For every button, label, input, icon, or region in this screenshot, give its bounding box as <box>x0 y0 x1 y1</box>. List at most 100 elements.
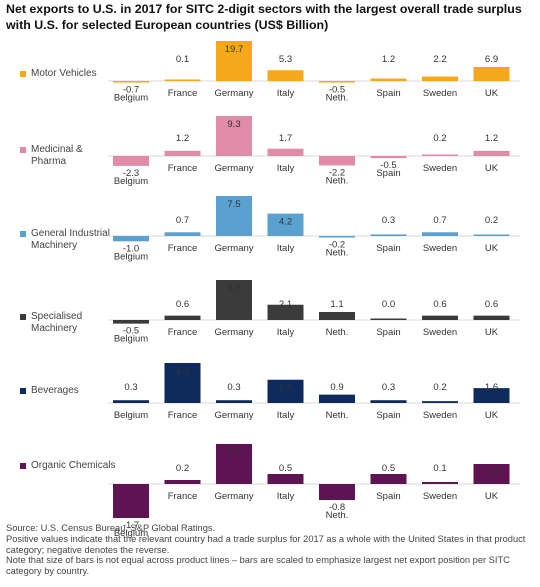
bar-uk <box>473 150 510 156</box>
category-label: Neth. <box>326 510 349 521</box>
bar-spain <box>370 474 407 484</box>
footer-note-sign: Positive values indicate that the releva… <box>6 533 526 555</box>
category-label: Italy <box>277 163 295 174</box>
bar-france <box>164 480 201 484</box>
value-label: 4.3 <box>176 366 189 377</box>
category-label: Spain <box>376 168 400 179</box>
category-label: Germany <box>214 327 253 338</box>
bar-sweden <box>422 401 458 403</box>
value-label: -0.5 <box>329 85 345 96</box>
bar-germany <box>216 116 252 156</box>
category-label: France <box>168 491 198 502</box>
category-label: Neth. <box>326 93 349 104</box>
bar-sweden <box>422 154 458 156</box>
value-label: 2.1 <box>279 299 292 310</box>
legend-label: General Industrial Machinery <box>31 228 110 251</box>
value-label: -1.7 <box>123 520 139 531</box>
bar-belgium <box>113 320 149 324</box>
value-label: 1.0 <box>485 467 498 478</box>
value-label: 2.5 <box>279 383 292 394</box>
bar-italy <box>267 304 304 320</box>
panel-motor-vehicles: Motor Vehicles -0.7 Belgium 0.1 France 19.7 Ge… <box>0 36 540 116</box>
legend-label: Specialised Machinery <box>31 311 83 334</box>
bar-germany <box>216 400 252 403</box>
bar-france <box>164 315 201 320</box>
value-label: 0.2 <box>485 215 498 226</box>
footer-note-scale: Note that size of bars is not equal acro… <box>6 555 510 577</box>
value-label: 0.5 <box>279 463 292 474</box>
legend-label: Organic Chemicals <box>31 460 116 471</box>
bar-belgium <box>113 484 149 518</box>
value-label: 0.0 <box>382 299 395 310</box>
category-label: Belgium <box>114 176 148 187</box>
bar-germany <box>216 280 252 320</box>
category-label: UK <box>485 491 499 502</box>
bar-france <box>164 150 201 156</box>
footer-source: Source: U.S. Census Bureau, S&P Global R… <box>6 523 216 533</box>
value-label: 0.1 <box>433 463 446 474</box>
bar-italy <box>267 474 304 484</box>
legend-label: Motor Vehicles <box>31 68 97 79</box>
value-label: 5.5 <box>227 283 240 294</box>
category-label: Italy <box>277 327 295 338</box>
bar-uk <box>473 388 510 403</box>
category-label: France <box>168 410 198 421</box>
value-label: 0.2 <box>433 382 446 393</box>
bar-belgium <box>113 400 149 403</box>
category-label: Sweden <box>423 491 457 502</box>
value-label: 0.6 <box>485 299 498 310</box>
category-label: Germany <box>214 410 253 421</box>
category-label: Spain <box>376 410 400 421</box>
bar-italy <box>267 70 304 81</box>
bar-uk <box>473 315 510 320</box>
category-label: Germany <box>214 243 253 254</box>
value-label: 1.2 <box>382 54 395 65</box>
bar-italy <box>267 213 304 236</box>
value-label: 1.1 <box>330 299 343 310</box>
category-label: UK <box>485 327 499 338</box>
category-label: Neth. <box>326 410 349 421</box>
value-label: 0.3 <box>124 382 137 393</box>
panel-medicinal-pharma: Medicinal & Pharma -2.3 Belgium 1.2 France 9.… <box>0 114 540 194</box>
category-label: Italy <box>277 410 295 421</box>
value-label: 1.2 <box>176 133 189 144</box>
bar-neth <box>319 394 355 403</box>
bar-germany <box>216 444 252 484</box>
category-label: Neth. <box>326 175 349 186</box>
value-label: 0.3 <box>227 382 240 393</box>
value-label: 0.7 <box>433 215 446 226</box>
value-label: 0.6 <box>433 299 446 310</box>
category-label: Spain <box>376 491 400 502</box>
bar-sweden <box>422 232 458 236</box>
bar-plot-beverages: 0.3 Belgium 4.3 France 0.3 Germany 2.5 Italy 0.9… <box>108 363 520 421</box>
value-label: -0.8 <box>329 502 345 513</box>
category-label: UK <box>485 163 499 174</box>
category-label: Sweden <box>423 410 457 421</box>
category-label: Germany <box>214 88 253 99</box>
bar-uk <box>473 234 510 236</box>
bar-neth <box>319 236 355 238</box>
value-label: -2.3 <box>123 168 139 179</box>
chart-footer: Source: U.S. Census Bureau, S&P Global R… <box>6 523 538 577</box>
category-label: Belgium <box>114 93 148 104</box>
value-label: 0.2 <box>176 463 189 474</box>
value-label: -0.5 <box>380 160 396 171</box>
value-label: 0.2 <box>433 133 446 144</box>
bar-uk <box>473 464 510 484</box>
value-label: 0.1 <box>176 54 189 65</box>
category-label: Germany <box>214 163 253 174</box>
bar-italy <box>267 148 304 156</box>
category-label: Spain <box>376 243 400 254</box>
value-label: 1.2 <box>485 133 498 144</box>
category-label: Sweden <box>423 88 457 99</box>
value-label: -1.0 <box>123 243 139 254</box>
bar-spain <box>370 400 407 403</box>
category-label: Spain <box>376 88 400 99</box>
category-label: Sweden <box>423 327 457 338</box>
panel-organic-chemicals: Organic Chemicals -1.7 Belgium 0.2 France 2.0… <box>0 444 540 539</box>
legend-swatch <box>20 231 26 237</box>
bar-germany <box>216 41 252 81</box>
